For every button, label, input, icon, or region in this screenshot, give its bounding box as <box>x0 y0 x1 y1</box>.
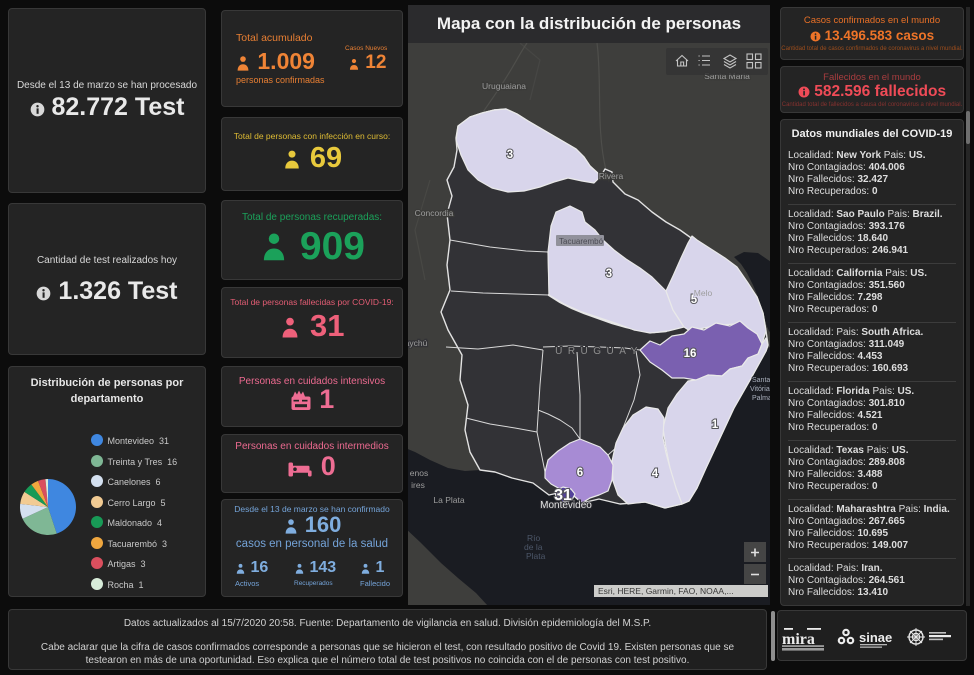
svg-text:de la: de la <box>524 542 543 552</box>
svg-text:enos: enos <box>410 468 428 478</box>
svg-text:Concordia: Concordia <box>415 208 454 218</box>
svg-text:URUGUAY: URUGUAY <box>555 346 643 357</box>
svg-text:Melo: Melo <box>694 288 713 298</box>
svg-text:Rivera: Rivera <box>599 171 624 181</box>
svg-text:Montevideo: Montevideo <box>540 500 592 511</box>
svg-text:16: 16 <box>684 348 697 360</box>
svg-text:1: 1 <box>712 419 719 431</box>
svg-text:La Plata: La Plata <box>433 495 464 505</box>
svg-text:3: 3 <box>507 149 513 161</box>
svg-text:5: 5 <box>691 294 698 306</box>
svg-text:Santa: Santa <box>752 377 770 384</box>
svg-text:Tacuarembó: Tacuarembó <box>559 237 604 246</box>
svg-text:3: 3 <box>606 268 612 280</box>
svg-text:31: 31 <box>554 487 572 504</box>
svg-text:Uruguaiana: Uruguaiana <box>482 81 526 91</box>
svg-text:mira: mira <box>782 631 815 648</box>
svg-text:aychú: aychú <box>408 338 428 348</box>
svg-text:Palmar: Palmar <box>752 395 770 402</box>
svg-text:ires: ires <box>411 480 425 490</box>
svg-text:sinae: sinae <box>859 630 892 645</box>
svg-text:Esri, HERE, Garmin, FAO, NOAA,: Esri, HERE, Garmin, FAO, NOAA,... <box>598 586 734 596</box>
svg-text:Plata: Plata <box>526 551 546 561</box>
svg-text:Río: Río <box>527 533 541 543</box>
svg-text:Vitória d: Vitória d <box>750 386 770 393</box>
svg-text:6: 6 <box>577 467 583 479</box>
svg-text:4: 4 <box>652 468 659 480</box>
